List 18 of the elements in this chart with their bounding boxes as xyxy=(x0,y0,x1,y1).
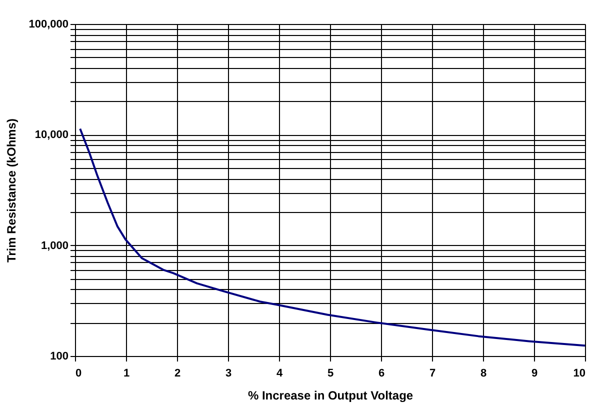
x-tick-label: 4 xyxy=(276,368,284,380)
x-tick-label: 3 xyxy=(225,368,232,380)
x-tick-label: 2 xyxy=(174,368,181,380)
x-tick-label: 9 xyxy=(531,368,538,380)
x-tick-label: 6 xyxy=(378,368,385,380)
y-tick-label: 10,000 xyxy=(34,129,68,142)
x-tick-label: 8 xyxy=(480,368,487,380)
y-axis-title: Trim Resistance (kOhms) xyxy=(4,118,19,263)
x-tick-label: 1 xyxy=(123,368,130,380)
y-tick-label: 100 xyxy=(50,350,68,362)
x-tick-label: 7 xyxy=(429,368,436,380)
x-axis-title: % Increase in Output Voltage xyxy=(248,388,414,402)
x-tick-label: 5 xyxy=(327,368,334,380)
y-tick-label: 1,000 xyxy=(40,240,68,252)
line-series xyxy=(79,128,586,347)
x-tick-label: 10 xyxy=(573,368,586,380)
x-tick-label: 0 xyxy=(76,368,82,380)
y-tick-label: 100,000 xyxy=(28,18,68,30)
